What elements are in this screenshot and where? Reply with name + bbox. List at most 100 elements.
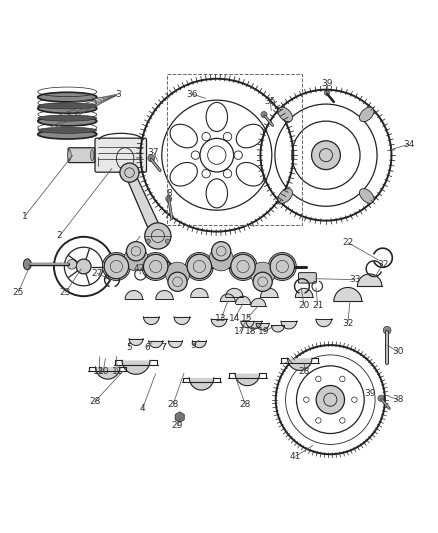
Ellipse shape <box>209 247 233 271</box>
Ellipse shape <box>124 247 148 271</box>
Ellipse shape <box>206 102 227 132</box>
Circle shape <box>253 272 272 292</box>
Text: 28: 28 <box>167 400 179 408</box>
Polygon shape <box>142 253 170 266</box>
Polygon shape <box>149 341 162 348</box>
Polygon shape <box>220 294 235 302</box>
Circle shape <box>378 395 384 401</box>
Polygon shape <box>241 321 254 328</box>
Text: 38: 38 <box>392 395 404 404</box>
Polygon shape <box>189 378 214 390</box>
Text: 6: 6 <box>144 343 150 352</box>
Text: 42: 42 <box>134 264 145 273</box>
Polygon shape <box>122 360 150 374</box>
Text: 2: 2 <box>57 231 63 240</box>
Polygon shape <box>185 253 213 266</box>
Circle shape <box>145 223 171 249</box>
Ellipse shape <box>251 262 275 286</box>
Polygon shape <box>144 317 159 325</box>
Circle shape <box>67 260 77 269</box>
Circle shape <box>168 272 187 292</box>
Text: 18: 18 <box>245 327 256 336</box>
Text: 29: 29 <box>172 422 183 430</box>
Polygon shape <box>261 288 278 297</box>
Text: 9: 9 <box>190 341 196 350</box>
Text: 39: 39 <box>321 79 333 88</box>
Polygon shape <box>236 296 251 304</box>
Text: 32: 32 <box>342 319 353 328</box>
Circle shape <box>187 254 212 279</box>
Circle shape <box>383 326 391 334</box>
Text: 36: 36 <box>186 90 198 99</box>
Ellipse shape <box>278 189 293 203</box>
Text: 12: 12 <box>93 367 105 376</box>
Polygon shape <box>268 253 296 266</box>
Text: 8: 8 <box>166 189 172 198</box>
Polygon shape <box>155 290 173 299</box>
Text: 28: 28 <box>240 400 251 408</box>
FancyBboxPatch shape <box>68 148 95 163</box>
Text: 11: 11 <box>112 367 123 376</box>
Circle shape <box>127 241 146 261</box>
Text: 17: 17 <box>234 327 245 336</box>
Polygon shape <box>295 288 313 297</box>
Polygon shape <box>226 288 243 297</box>
FancyBboxPatch shape <box>298 272 316 283</box>
Circle shape <box>165 239 170 244</box>
Polygon shape <box>288 358 312 370</box>
FancyBboxPatch shape <box>95 138 147 172</box>
Circle shape <box>104 254 129 279</box>
Polygon shape <box>129 338 143 345</box>
Polygon shape <box>211 319 227 327</box>
Text: 23: 23 <box>60 288 71 297</box>
Text: 33: 33 <box>350 275 361 284</box>
Text: 39: 39 <box>364 389 375 398</box>
Ellipse shape <box>38 115 97 121</box>
Ellipse shape <box>170 124 198 148</box>
Polygon shape <box>191 288 208 297</box>
Polygon shape <box>256 323 269 330</box>
Text: 4: 4 <box>105 273 110 282</box>
Ellipse shape <box>206 179 227 208</box>
Ellipse shape <box>38 92 97 102</box>
Polygon shape <box>168 341 182 348</box>
Circle shape <box>261 111 267 118</box>
Polygon shape <box>142 266 170 280</box>
Text: 22: 22 <box>342 238 353 247</box>
Text: 13: 13 <box>215 314 227 324</box>
Ellipse shape <box>68 150 71 160</box>
Text: 4: 4 <box>140 404 145 413</box>
Text: 28: 28 <box>89 397 100 406</box>
Polygon shape <box>268 266 296 280</box>
Circle shape <box>76 259 91 274</box>
Text: 27: 27 <box>91 269 102 278</box>
Ellipse shape <box>360 107 374 122</box>
Text: 20: 20 <box>298 301 310 310</box>
Circle shape <box>166 196 172 202</box>
Text: 28: 28 <box>298 367 310 376</box>
Text: 32: 32 <box>377 260 389 269</box>
Polygon shape <box>235 374 260 386</box>
Ellipse shape <box>236 163 264 186</box>
Text: 21: 21 <box>312 301 323 310</box>
Circle shape <box>311 141 340 169</box>
Polygon shape <box>251 298 266 306</box>
Circle shape <box>120 163 139 182</box>
Text: 25: 25 <box>12 288 24 297</box>
Circle shape <box>212 241 231 261</box>
Ellipse shape <box>38 127 97 133</box>
Polygon shape <box>316 319 332 327</box>
Polygon shape <box>229 266 257 280</box>
Polygon shape <box>125 290 143 299</box>
Text: 41: 41 <box>290 452 301 461</box>
Circle shape <box>144 254 168 279</box>
Ellipse shape <box>38 103 97 113</box>
Circle shape <box>146 239 150 244</box>
Circle shape <box>148 155 155 161</box>
Text: 10: 10 <box>98 367 109 376</box>
Ellipse shape <box>166 262 190 286</box>
Polygon shape <box>185 266 213 280</box>
Polygon shape <box>192 341 206 348</box>
Text: 3: 3 <box>116 90 121 99</box>
Ellipse shape <box>38 130 97 139</box>
